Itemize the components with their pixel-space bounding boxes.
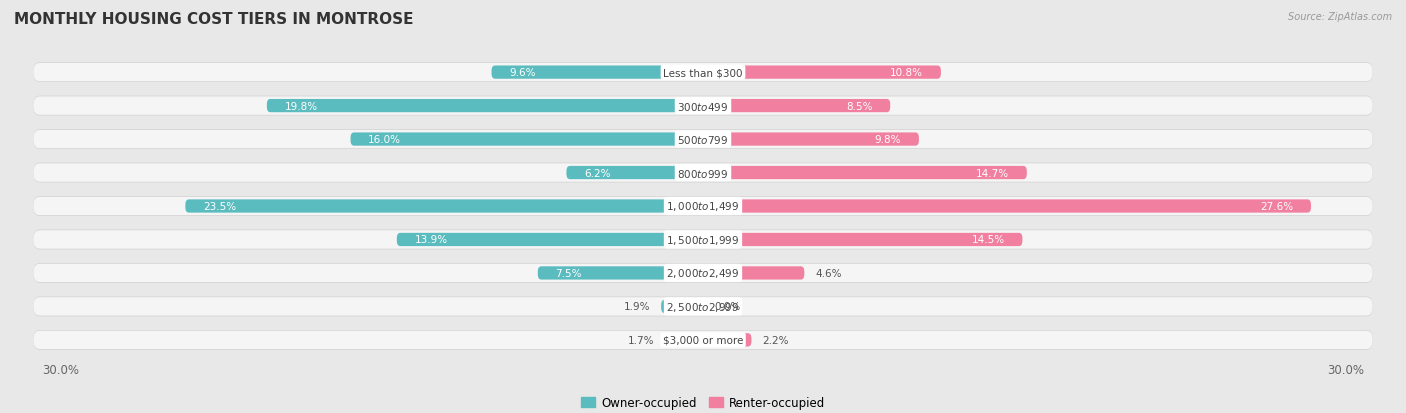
Text: 23.5%: 23.5% [202, 202, 236, 211]
FancyBboxPatch shape [34, 264, 1372, 282]
FancyBboxPatch shape [34, 297, 1372, 316]
FancyBboxPatch shape [492, 66, 703, 80]
Text: 30.0%: 30.0% [1327, 363, 1364, 376]
FancyBboxPatch shape [34, 331, 1372, 349]
FancyBboxPatch shape [34, 163, 1372, 183]
FancyBboxPatch shape [34, 197, 1372, 216]
FancyBboxPatch shape [34, 263, 1372, 283]
Text: 9.6%: 9.6% [509, 68, 536, 78]
Text: 27.6%: 27.6% [1260, 202, 1294, 211]
Text: 14.7%: 14.7% [976, 168, 1010, 178]
Text: $3,000 or more: $3,000 or more [662, 335, 744, 345]
FancyBboxPatch shape [34, 197, 1372, 216]
Text: 7.5%: 7.5% [555, 268, 582, 278]
Text: 4.6%: 4.6% [815, 268, 842, 278]
FancyBboxPatch shape [34, 131, 1372, 149]
FancyBboxPatch shape [34, 230, 1372, 250]
Text: 14.5%: 14.5% [972, 235, 1005, 245]
Text: 13.9%: 13.9% [415, 235, 447, 245]
FancyBboxPatch shape [567, 166, 703, 180]
Text: 30.0%: 30.0% [42, 363, 79, 376]
Text: 9.8%: 9.8% [875, 135, 901, 145]
FancyBboxPatch shape [34, 63, 1372, 83]
Text: $2,500 to $2,999: $2,500 to $2,999 [666, 300, 740, 313]
FancyBboxPatch shape [661, 300, 703, 313]
Text: 1.7%: 1.7% [628, 335, 655, 345]
FancyBboxPatch shape [34, 64, 1372, 82]
FancyBboxPatch shape [703, 133, 920, 146]
Text: $500 to $799: $500 to $799 [678, 134, 728, 146]
Text: 2.2%: 2.2% [762, 335, 789, 345]
FancyBboxPatch shape [396, 233, 703, 247]
FancyBboxPatch shape [34, 97, 1372, 116]
FancyBboxPatch shape [703, 333, 751, 347]
FancyBboxPatch shape [34, 97, 1372, 116]
FancyBboxPatch shape [34, 130, 1372, 150]
FancyBboxPatch shape [703, 166, 1026, 180]
FancyBboxPatch shape [665, 333, 703, 347]
FancyBboxPatch shape [537, 267, 703, 280]
FancyBboxPatch shape [703, 66, 941, 80]
Text: 1.9%: 1.9% [624, 301, 650, 312]
Text: 19.8%: 19.8% [284, 101, 318, 112]
Text: 0.0%: 0.0% [714, 301, 741, 312]
Text: $1,000 to $1,499: $1,000 to $1,499 [666, 200, 740, 213]
Text: $1,500 to $1,999: $1,500 to $1,999 [666, 233, 740, 247]
FancyBboxPatch shape [186, 200, 703, 213]
Text: MONTHLY HOUSING COST TIERS IN MONTROSE: MONTHLY HOUSING COST TIERS IN MONTROSE [14, 12, 413, 27]
Legend: Owner-occupied, Renter-occupied: Owner-occupied, Renter-occupied [576, 392, 830, 413]
FancyBboxPatch shape [703, 267, 804, 280]
Text: $2,000 to $2,499: $2,000 to $2,499 [666, 267, 740, 280]
FancyBboxPatch shape [350, 133, 703, 146]
FancyBboxPatch shape [34, 297, 1372, 316]
FancyBboxPatch shape [34, 330, 1372, 350]
Text: Source: ZipAtlas.com: Source: ZipAtlas.com [1288, 12, 1392, 22]
FancyBboxPatch shape [703, 100, 890, 113]
Text: 6.2%: 6.2% [583, 168, 610, 178]
FancyBboxPatch shape [703, 233, 1022, 247]
FancyBboxPatch shape [34, 164, 1372, 182]
FancyBboxPatch shape [34, 231, 1372, 249]
FancyBboxPatch shape [703, 200, 1310, 213]
Text: 8.5%: 8.5% [846, 101, 873, 112]
Text: 16.0%: 16.0% [368, 135, 401, 145]
Text: Less than $300: Less than $300 [664, 68, 742, 78]
Text: $800 to $999: $800 to $999 [678, 167, 728, 179]
Text: 10.8%: 10.8% [890, 68, 924, 78]
Text: $300 to $499: $300 to $499 [678, 100, 728, 112]
FancyBboxPatch shape [267, 100, 703, 113]
